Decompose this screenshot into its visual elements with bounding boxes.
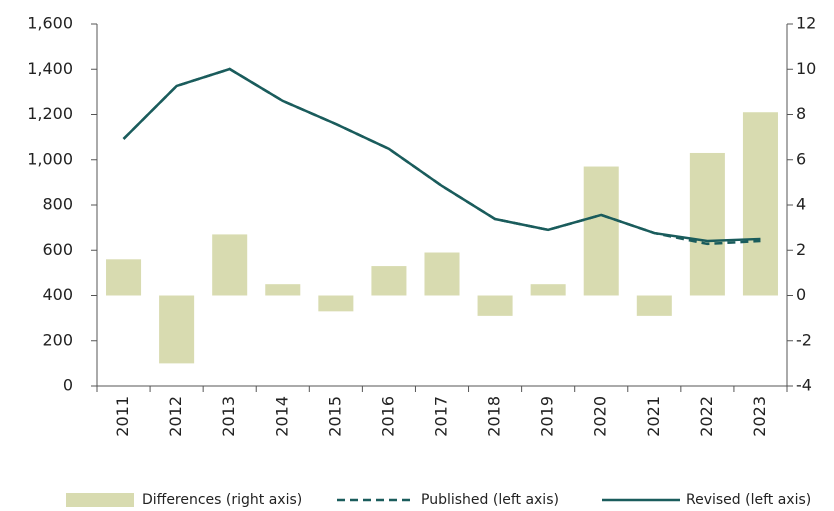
y2-tick-label: 8 [796, 104, 806, 123]
bar [530, 284, 566, 296]
x-tick-label: 2014 [272, 396, 291, 437]
y2-tick-label: 10 [796, 59, 816, 78]
x-tick-label: 2019 [538, 396, 557, 437]
y-tick-label: 200 [42, 330, 73, 349]
y2-tick-label: 0 [796, 285, 806, 304]
bar [424, 252, 460, 296]
y-tick-label: 800 [42, 195, 73, 214]
y-tick-label: 1,600 [27, 14, 73, 33]
x-tick-label: 2020 [591, 396, 610, 437]
legend-label: Published (left axis) [421, 492, 559, 508]
x-tick-label: 2021 [644, 396, 663, 437]
bar [583, 166, 619, 296]
y2-tick-label: 4 [796, 195, 806, 214]
x-tick-label: 2018 [485, 396, 504, 437]
bar [318, 295, 354, 312]
x-tick-label: 2012 [166, 396, 185, 437]
x-tick-label: 2023 [750, 396, 769, 437]
y-tick-label: 1,400 [27, 59, 73, 78]
y-tick-label: 1,000 [27, 149, 73, 168]
bar [212, 234, 248, 296]
y2-tick-label: 6 [796, 149, 806, 168]
bar [265, 284, 301, 296]
legend-swatch [66, 493, 134, 507]
y-tick-label: 1,200 [27, 104, 73, 123]
y2-tick-label: -4 [796, 376, 812, 395]
y2-tick-label: 12 [796, 14, 816, 33]
y-tick-label: 600 [42, 240, 73, 259]
y-tick-label: 400 [42, 285, 73, 304]
x-tick-label: 2015 [325, 396, 344, 437]
bar [477, 295, 513, 316]
x-tick-label: 2011 [113, 396, 132, 437]
x-tick-label: 2017 [432, 396, 451, 437]
x-tick-label: 2016 [378, 396, 397, 437]
bar [106, 259, 142, 296]
y2-tick-label: 2 [796, 240, 806, 259]
bar [742, 112, 778, 296]
bar [636, 295, 672, 316]
bar [371, 266, 407, 296]
y2-tick-label: -2 [796, 330, 812, 349]
line [122, 67, 761, 246]
bar [689, 152, 725, 296]
legend-label: Differences (right axis) [142, 492, 302, 508]
x-tick-label: 2022 [697, 396, 716, 437]
y-tick-label: 0 [63, 376, 73, 395]
bar [159, 295, 195, 364]
x-tick-label: 2013 [219, 396, 238, 437]
legend-label: Revised (left axis) [686, 492, 811, 508]
line [122, 67, 761, 243]
